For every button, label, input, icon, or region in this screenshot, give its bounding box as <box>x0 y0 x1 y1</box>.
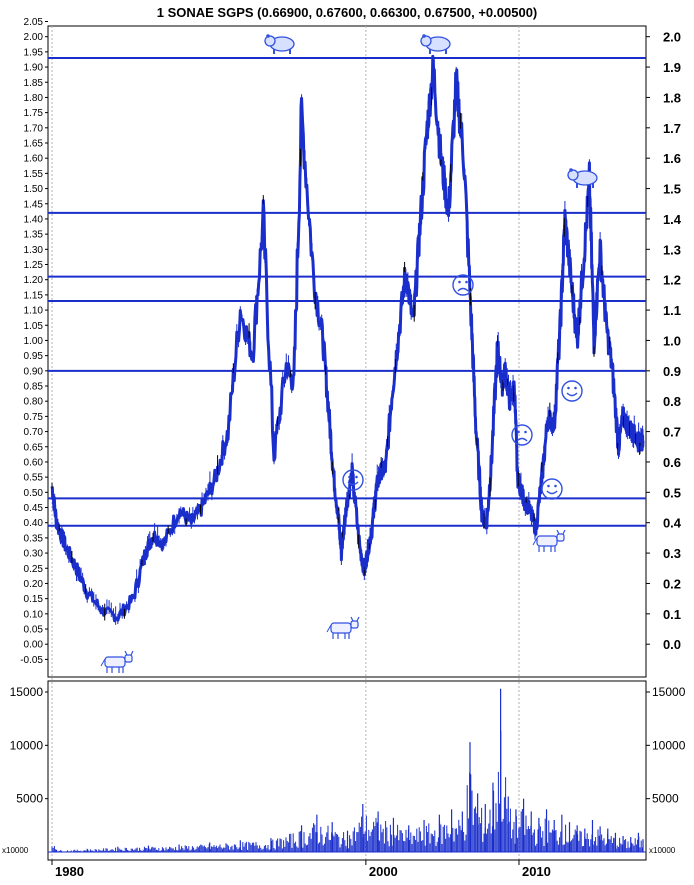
y-tick-label-left: 0.30 <box>24 549 44 560</box>
y-tick-label-left: 1.50 <box>24 184 44 195</box>
y-tick-label-left: 1.25 <box>24 260 44 271</box>
y-tick-label-left: 1.55 <box>24 169 44 180</box>
y-tick-label-right: 0.8 <box>663 394 681 409</box>
y-tick-label-left: 0.10 <box>24 609 44 620</box>
y-tick-label-right: 0.1 <box>663 607 681 622</box>
y-tick-label-left: 1.00 <box>24 336 44 347</box>
x-tick-label: 2010 <box>522 864 551 879</box>
y-tick-label-left: 0.65 <box>24 442 44 453</box>
volume-tick-label-right: 10000 <box>652 738 686 752</box>
y-tick-label-left: 2.05 <box>24 17 44 28</box>
y-tick-label-left: 0.95 <box>24 351 44 362</box>
smiley-icon <box>342 469 364 491</box>
y-tick-label-right: 0.7 <box>663 425 681 440</box>
bear-icon <box>567 168 598 188</box>
y-tick-label-left: 0.50 <box>24 488 44 499</box>
volume-tick-label-left: 5000 <box>16 792 43 806</box>
y-tick-label-right: 0.4 <box>663 516 682 531</box>
y-tick-label-right: 2.0 <box>663 30 681 45</box>
y-tick-label-left: 0.55 <box>24 473 44 484</box>
frown-icon <box>511 424 533 446</box>
y-tick-label-left: 1.70 <box>24 123 44 134</box>
bear-icon <box>264 34 295 54</box>
y-tick-label-right: 0.5 <box>663 485 681 500</box>
y-tick-label-left: 1.95 <box>24 47 44 58</box>
bull-icon <box>326 616 360 639</box>
price-panel-frame <box>47 25 647 678</box>
y-tick-label-left: 1.10 <box>24 306 44 317</box>
y-tick-label-left: 1.60 <box>24 154 44 165</box>
smiley-icon <box>561 380 583 402</box>
volume-tick-label-left: 15000 <box>10 685 44 699</box>
volume-panel-frame <box>47 680 647 861</box>
bear-icon <box>420 34 451 54</box>
volume-multiplier-label-right: x10000 <box>649 846 676 855</box>
volume-tick-label-left: 10000 <box>10 738 44 752</box>
y-tick-label-left: 0.70 <box>24 427 44 438</box>
y-tick-label-right: 0.2 <box>663 576 681 591</box>
y-tick-label-right: 1.7 <box>663 121 681 136</box>
bull-icon <box>532 529 566 552</box>
y-tick-label-left: 1.45 <box>24 199 44 210</box>
y-tick-label-left: 1.75 <box>24 108 44 119</box>
smiley-icon <box>541 478 563 500</box>
y-tick-label-right: 1.5 <box>663 182 681 197</box>
y-tick-label-left: 0.40 <box>24 518 44 529</box>
y-tick-label-left: 0.20 <box>24 579 44 590</box>
y-tick-label-left: 0.15 <box>24 594 44 605</box>
volume-tick-label-right: 5000 <box>652 792 679 806</box>
y-tick-label-left: 1.40 <box>24 214 44 225</box>
y-tick-label-left: 1.80 <box>24 93 44 104</box>
y-tick-label-right: 1.1 <box>663 303 681 318</box>
y-tick-label-left: 1.05 <box>24 321 44 332</box>
y-tick-label-right: 1.9 <box>663 60 681 75</box>
y-tick-label-left: 1.15 <box>24 290 44 301</box>
y-tick-label-left: 0.75 <box>24 412 44 423</box>
y-tick-label-right: 1.4 <box>663 212 682 227</box>
y-tick-label-left: 0.25 <box>24 564 44 575</box>
x-tick-label: 1980 <box>55 864 84 879</box>
y-tick-label-left: 1.30 <box>24 245 44 256</box>
y-tick-label-left: 1.85 <box>24 78 44 89</box>
y-tick-label-left: 1.65 <box>24 139 44 150</box>
y-tick-label-right: 1.8 <box>663 90 681 105</box>
y-tick-label-left: 1.20 <box>24 275 44 286</box>
y-tick-label-right: 0.6 <box>663 455 681 470</box>
y-tick-label-left: 2.00 <box>24 32 44 43</box>
frown-icon <box>452 274 474 296</box>
y-tick-label-right: 0.3 <box>663 546 681 561</box>
volume-multiplier-label-left: x10000 <box>2 846 29 855</box>
y-tick-label-right: 0.9 <box>663 364 681 379</box>
y-tick-label-left: 0.90 <box>24 366 44 377</box>
y-tick-label-right: 0.0 <box>663 637 681 652</box>
y-tick-label-left: 0.35 <box>24 533 44 544</box>
y-tick-label-left: 0.80 <box>24 397 44 408</box>
y-tick-label-left: 0.45 <box>24 503 44 514</box>
bull-icon <box>100 650 134 673</box>
y-tick-label-left: 0.00 <box>24 640 44 651</box>
x-tick-label: 2000 <box>369 864 398 879</box>
y-tick-label-left: 1.90 <box>24 63 44 74</box>
y-tick-label-right: 1.6 <box>663 151 681 166</box>
y-tick-label-left: -0.05 <box>20 655 43 666</box>
y-tick-label-right: 1.0 <box>663 333 681 348</box>
y-tick-label-left: 1.35 <box>24 230 44 241</box>
y-tick-label-left: 0.60 <box>24 457 44 468</box>
y-tick-label-right: 1.3 <box>663 242 681 257</box>
chart-title: 1 SONAE SGPS (0.66900, 0.67600, 0.66300,… <box>157 5 538 20</box>
y-tick-label-left: 0.85 <box>24 382 44 393</box>
volume-tick-label-right: 15000 <box>652 685 686 699</box>
y-tick-label-right: 1.2 <box>663 273 681 288</box>
y-tick-label-left: 0.05 <box>24 625 44 636</box>
